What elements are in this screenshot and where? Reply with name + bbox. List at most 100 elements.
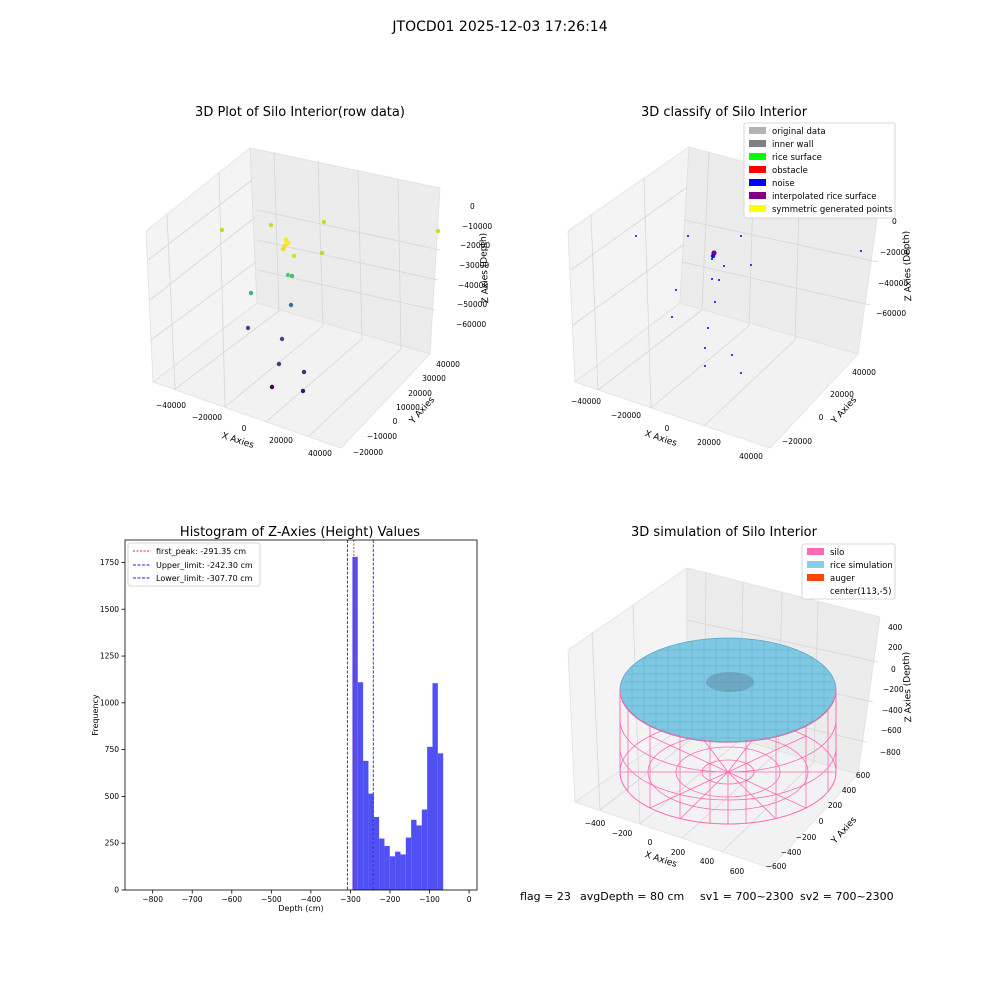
data-point-noise xyxy=(718,279,720,281)
histogram-bar xyxy=(357,682,364,890)
x-axis-label: X Axies xyxy=(643,429,678,449)
y-tick-label: 1500 xyxy=(100,605,119,614)
z-tick-label: −400 xyxy=(882,706,903,715)
x-tick-label: −800 xyxy=(142,895,163,904)
x-tick-label: 0 xyxy=(242,424,247,433)
histogram-bar xyxy=(437,753,444,890)
status-flag: flag = 23 xyxy=(520,890,571,903)
z-tick-label: 200 xyxy=(888,643,903,652)
histogram-bar xyxy=(395,851,401,890)
data-point xyxy=(285,272,291,278)
z-tick-label: −30000 xyxy=(459,261,489,270)
y-tick-label: 20000 xyxy=(408,389,432,398)
legend-swatch xyxy=(749,179,766,186)
x-tick-label: 0 xyxy=(648,838,653,847)
data-point-noise xyxy=(860,250,862,252)
histogram-bar xyxy=(389,856,396,890)
data-point xyxy=(248,290,254,296)
z-tick-label: −800 xyxy=(880,748,901,757)
legend-swatch xyxy=(749,192,766,199)
z-tick-label: −10000 xyxy=(462,222,492,231)
y-tick-label: 1750 xyxy=(100,558,119,567)
data-point xyxy=(279,336,285,342)
data-point xyxy=(269,384,275,390)
y-axis-label: Y Axies xyxy=(829,395,859,427)
panel-2-title: 3D classify of Silo Interior xyxy=(641,105,808,120)
data-point xyxy=(291,253,297,259)
legend-swatch xyxy=(807,561,824,568)
status-avg-depth: avgDepth = 80 cm xyxy=(580,890,684,903)
x-tick-label: −200 xyxy=(380,895,401,904)
y-tick-label: 600 xyxy=(856,771,871,780)
data-point xyxy=(319,250,325,256)
histogram-bar xyxy=(411,819,417,890)
x-axis-label: X Axies xyxy=(220,431,255,451)
legend-swatch xyxy=(749,205,766,212)
histogram-bar xyxy=(363,760,369,890)
status-sv1: sv1 = 700~2300 xyxy=(700,890,794,903)
panel-raw-scatter: 3D Plot of Silo Interior(row data) xyxy=(145,105,492,458)
panel-4-title: 3D simulation of Silo Interior xyxy=(631,525,818,540)
x-tick-label: −40000 xyxy=(156,401,186,410)
y-tick-label: 750 xyxy=(105,745,120,754)
legend-swatch xyxy=(749,153,766,160)
data-point-noise xyxy=(704,347,706,349)
data-point-noise xyxy=(711,278,713,280)
histogram-bar xyxy=(373,817,380,890)
data-point xyxy=(435,228,441,234)
y-tick-label: −600 xyxy=(766,862,787,871)
classified-points xyxy=(635,235,862,374)
data-point-noise xyxy=(635,235,637,237)
pane-back xyxy=(249,147,441,355)
y-tick-label: −10000 xyxy=(367,432,397,441)
legend-label: original data xyxy=(772,127,826,137)
x-tick-label: −700 xyxy=(182,895,203,904)
data-point xyxy=(321,219,327,225)
histogram-frame xyxy=(124,539,478,891)
data-point xyxy=(245,325,251,331)
x-tick-label: 0 xyxy=(467,895,472,904)
data-point-noise xyxy=(723,265,725,267)
data-point xyxy=(288,302,294,308)
y-tick-label: 40000 xyxy=(852,368,876,377)
x-tick-label: 20000 xyxy=(269,436,293,445)
x-tick-label: 400 xyxy=(700,857,715,866)
pane-grid xyxy=(147,151,441,437)
y-tick-label: 500 xyxy=(105,792,120,801)
z-axis: 0 −10000 −20000 −30000 −40000 −50000 −60… xyxy=(456,202,492,329)
data-point-noise xyxy=(711,258,713,260)
x-tick-label: −200 xyxy=(612,829,633,838)
z-tick-label: −40000 xyxy=(878,279,908,288)
data-point-noise xyxy=(704,365,706,367)
legend-label: auger xyxy=(830,574,855,584)
x-tick-label: −300 xyxy=(340,895,361,904)
legend: original data inner wall rice surface ob… xyxy=(743,122,896,219)
y-tick-label: 1250 xyxy=(100,652,119,661)
figure-title: JTOCD01 2025-12-03 17:26:14 xyxy=(391,19,607,35)
legend: first_peak: -291.35 cm Upper_limit: -242… xyxy=(127,542,261,587)
legend-label: center(113,-5) xyxy=(830,587,891,597)
data-point xyxy=(289,273,295,279)
legend-label: inner wall xyxy=(772,140,813,150)
z-tick-label: 400 xyxy=(888,623,903,632)
data-point-noise xyxy=(710,253,716,259)
x-tick-label: 40000 xyxy=(308,449,332,458)
y-tick-label: 20000 xyxy=(830,390,854,399)
x-axis-label: Depth (cm) xyxy=(278,904,323,913)
x-tick-label: 40000 xyxy=(739,452,763,461)
legend-swatch xyxy=(749,127,766,134)
data-point xyxy=(301,369,307,375)
legend-box xyxy=(127,542,261,587)
histogram-bar xyxy=(379,838,385,890)
legend-label: rice surface xyxy=(772,153,822,163)
legend-label: noise xyxy=(772,179,795,189)
z-tick-label: −20000 xyxy=(460,241,490,250)
z-axis: 400 200 0 −200 −400 −600 −800 Z Axies (D… xyxy=(880,623,914,757)
legend-swatch xyxy=(807,548,824,555)
y-tick-label: −400 xyxy=(781,848,802,857)
data-point-noise xyxy=(687,235,689,237)
z-tick-label: 0 xyxy=(470,202,475,211)
y-tick-label: −200 xyxy=(796,833,817,842)
data-point-noise xyxy=(671,316,673,318)
